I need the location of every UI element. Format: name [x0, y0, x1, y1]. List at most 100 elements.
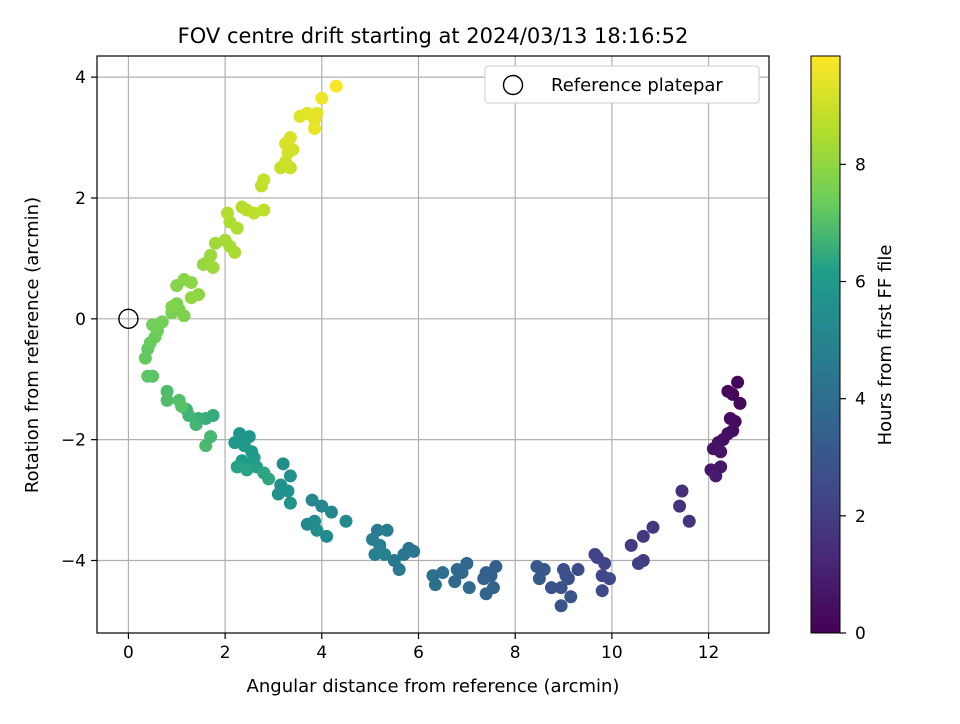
- colorbar-tick-label: 4: [855, 390, 866, 410]
- scatter-point: [175, 399, 189, 413]
- legend-box: [484, 65, 760, 104]
- scatter-point: [709, 469, 723, 483]
- scatter-point: [462, 581, 476, 595]
- x-tick-label: 2: [220, 643, 231, 663]
- scatter-point: [257, 173, 271, 187]
- colorbar-label: Hours from first FF file: [875, 245, 896, 446]
- scatter-point: [554, 581, 568, 595]
- scatter-point: [714, 445, 728, 459]
- scatter-point: [479, 587, 493, 601]
- scatter-point: [682, 514, 696, 528]
- scatter-point: [308, 112, 322, 126]
- scatter-point: [315, 91, 329, 105]
- x-tick-label: 4: [316, 643, 327, 663]
- scatter-point: [554, 599, 568, 613]
- x-tick-label: 0: [123, 643, 134, 663]
- colorbar-tick-label: 2: [855, 507, 866, 527]
- scatter-point: [206, 260, 220, 274]
- scatter-point: [731, 375, 745, 389]
- scatter-point: [189, 418, 203, 432]
- colorbar-tick-label: 8: [855, 155, 866, 175]
- scatter-point: [204, 248, 218, 262]
- scatter-point: [283, 496, 297, 510]
- chart-title: FOV centre drift starting at 2024/03/13 …: [178, 24, 689, 48]
- x-axis-label: Angular distance from reference (arcmin): [247, 676, 620, 697]
- scatter-point: [283, 469, 297, 483]
- scatter-point: [165, 300, 179, 314]
- scatter-point: [271, 487, 285, 501]
- scatter-point: [675, 484, 689, 498]
- scatter-point: [646, 520, 660, 534]
- scatter-point: [598, 557, 612, 571]
- scatter-point: [324, 505, 338, 519]
- scatter-point: [138, 351, 152, 365]
- scatter-point: [320, 529, 334, 543]
- scatter-point: [624, 538, 638, 552]
- y-tick-label: 4: [75, 68, 86, 88]
- scatter-point: [378, 547, 392, 561]
- y-tick-label: 0: [75, 310, 86, 330]
- scatter-point: [477, 572, 491, 586]
- scatter-point: [428, 578, 442, 592]
- scatter-point: [532, 572, 546, 586]
- colorbar: 0 2 4 6 8 Hours from first FF file: [810, 55, 896, 644]
- scatter-point: [595, 584, 609, 598]
- scatter-point: [262, 472, 276, 486]
- x-tick-label: 8: [510, 643, 521, 663]
- scatter-point: [182, 408, 196, 422]
- scatter-point: [184, 291, 198, 305]
- scatter-point: [733, 396, 747, 410]
- scatter-point: [221, 206, 235, 220]
- scatter-point: [673, 499, 687, 513]
- scatter-points: [138, 79, 747, 613]
- scatter-point: [240, 463, 254, 477]
- y-axis-ticks: −4 −2 0 2 4: [61, 68, 97, 571]
- colorbar-tick-label: 0: [855, 624, 866, 644]
- scatter-point: [177, 309, 191, 323]
- scatter-point: [631, 557, 645, 571]
- legend-label: Reference platepar: [551, 75, 723, 96]
- scatter-point: [368, 547, 382, 561]
- scatter-point: [455, 566, 469, 580]
- scatter-point: [308, 122, 322, 136]
- scatter-point: [564, 590, 578, 604]
- colorbar-tick-label: 6: [855, 273, 866, 293]
- reference-platepar-marker: [118, 308, 139, 330]
- colorbar-ticks: 0 2 4 6 8: [840, 155, 866, 644]
- scatter-point: [636, 529, 650, 543]
- y-tick-label: −4: [61, 551, 86, 571]
- scatter-point: [561, 572, 575, 586]
- scatter-point: [329, 79, 343, 93]
- y-tick-label: 2: [75, 189, 86, 209]
- x-tick-label: 6: [413, 643, 424, 663]
- scatter-point: [380, 523, 394, 537]
- legend: Reference platepar: [484, 65, 760, 104]
- scatter-point: [339, 514, 353, 528]
- scatter-point: [571, 563, 585, 577]
- scatter-point: [276, 457, 290, 471]
- scatter-point: [230, 221, 244, 235]
- x-tick-label: 12: [698, 643, 720, 663]
- scatter-point: [602, 572, 616, 586]
- scatter-point: [228, 245, 242, 259]
- x-tick-label: 10: [601, 643, 623, 663]
- scatter-point: [392, 563, 406, 577]
- colorbar-gradient: [810, 55, 841, 634]
- scatter-point: [448, 575, 462, 589]
- y-axis-label: Rotation from reference (arcmin): [22, 197, 43, 493]
- scatter-point: [160, 393, 174, 407]
- plot-frame: [96, 55, 770, 634]
- scatter-point: [544, 581, 558, 595]
- scatter-point: [305, 493, 319, 507]
- scatter-point: [160, 384, 174, 398]
- scatter-point: [315, 499, 329, 513]
- scatter-point: [257, 203, 271, 217]
- scatter-point: [184, 276, 198, 290]
- x-axis-ticks: 0 2 4 6 8 10 12: [123, 633, 719, 663]
- scatter-point: [310, 523, 324, 537]
- scatter-point: [141, 369, 155, 383]
- grid-lines: [97, 56, 769, 633]
- scatter-point: [397, 547, 411, 561]
- scatter-point: [155, 315, 169, 329]
